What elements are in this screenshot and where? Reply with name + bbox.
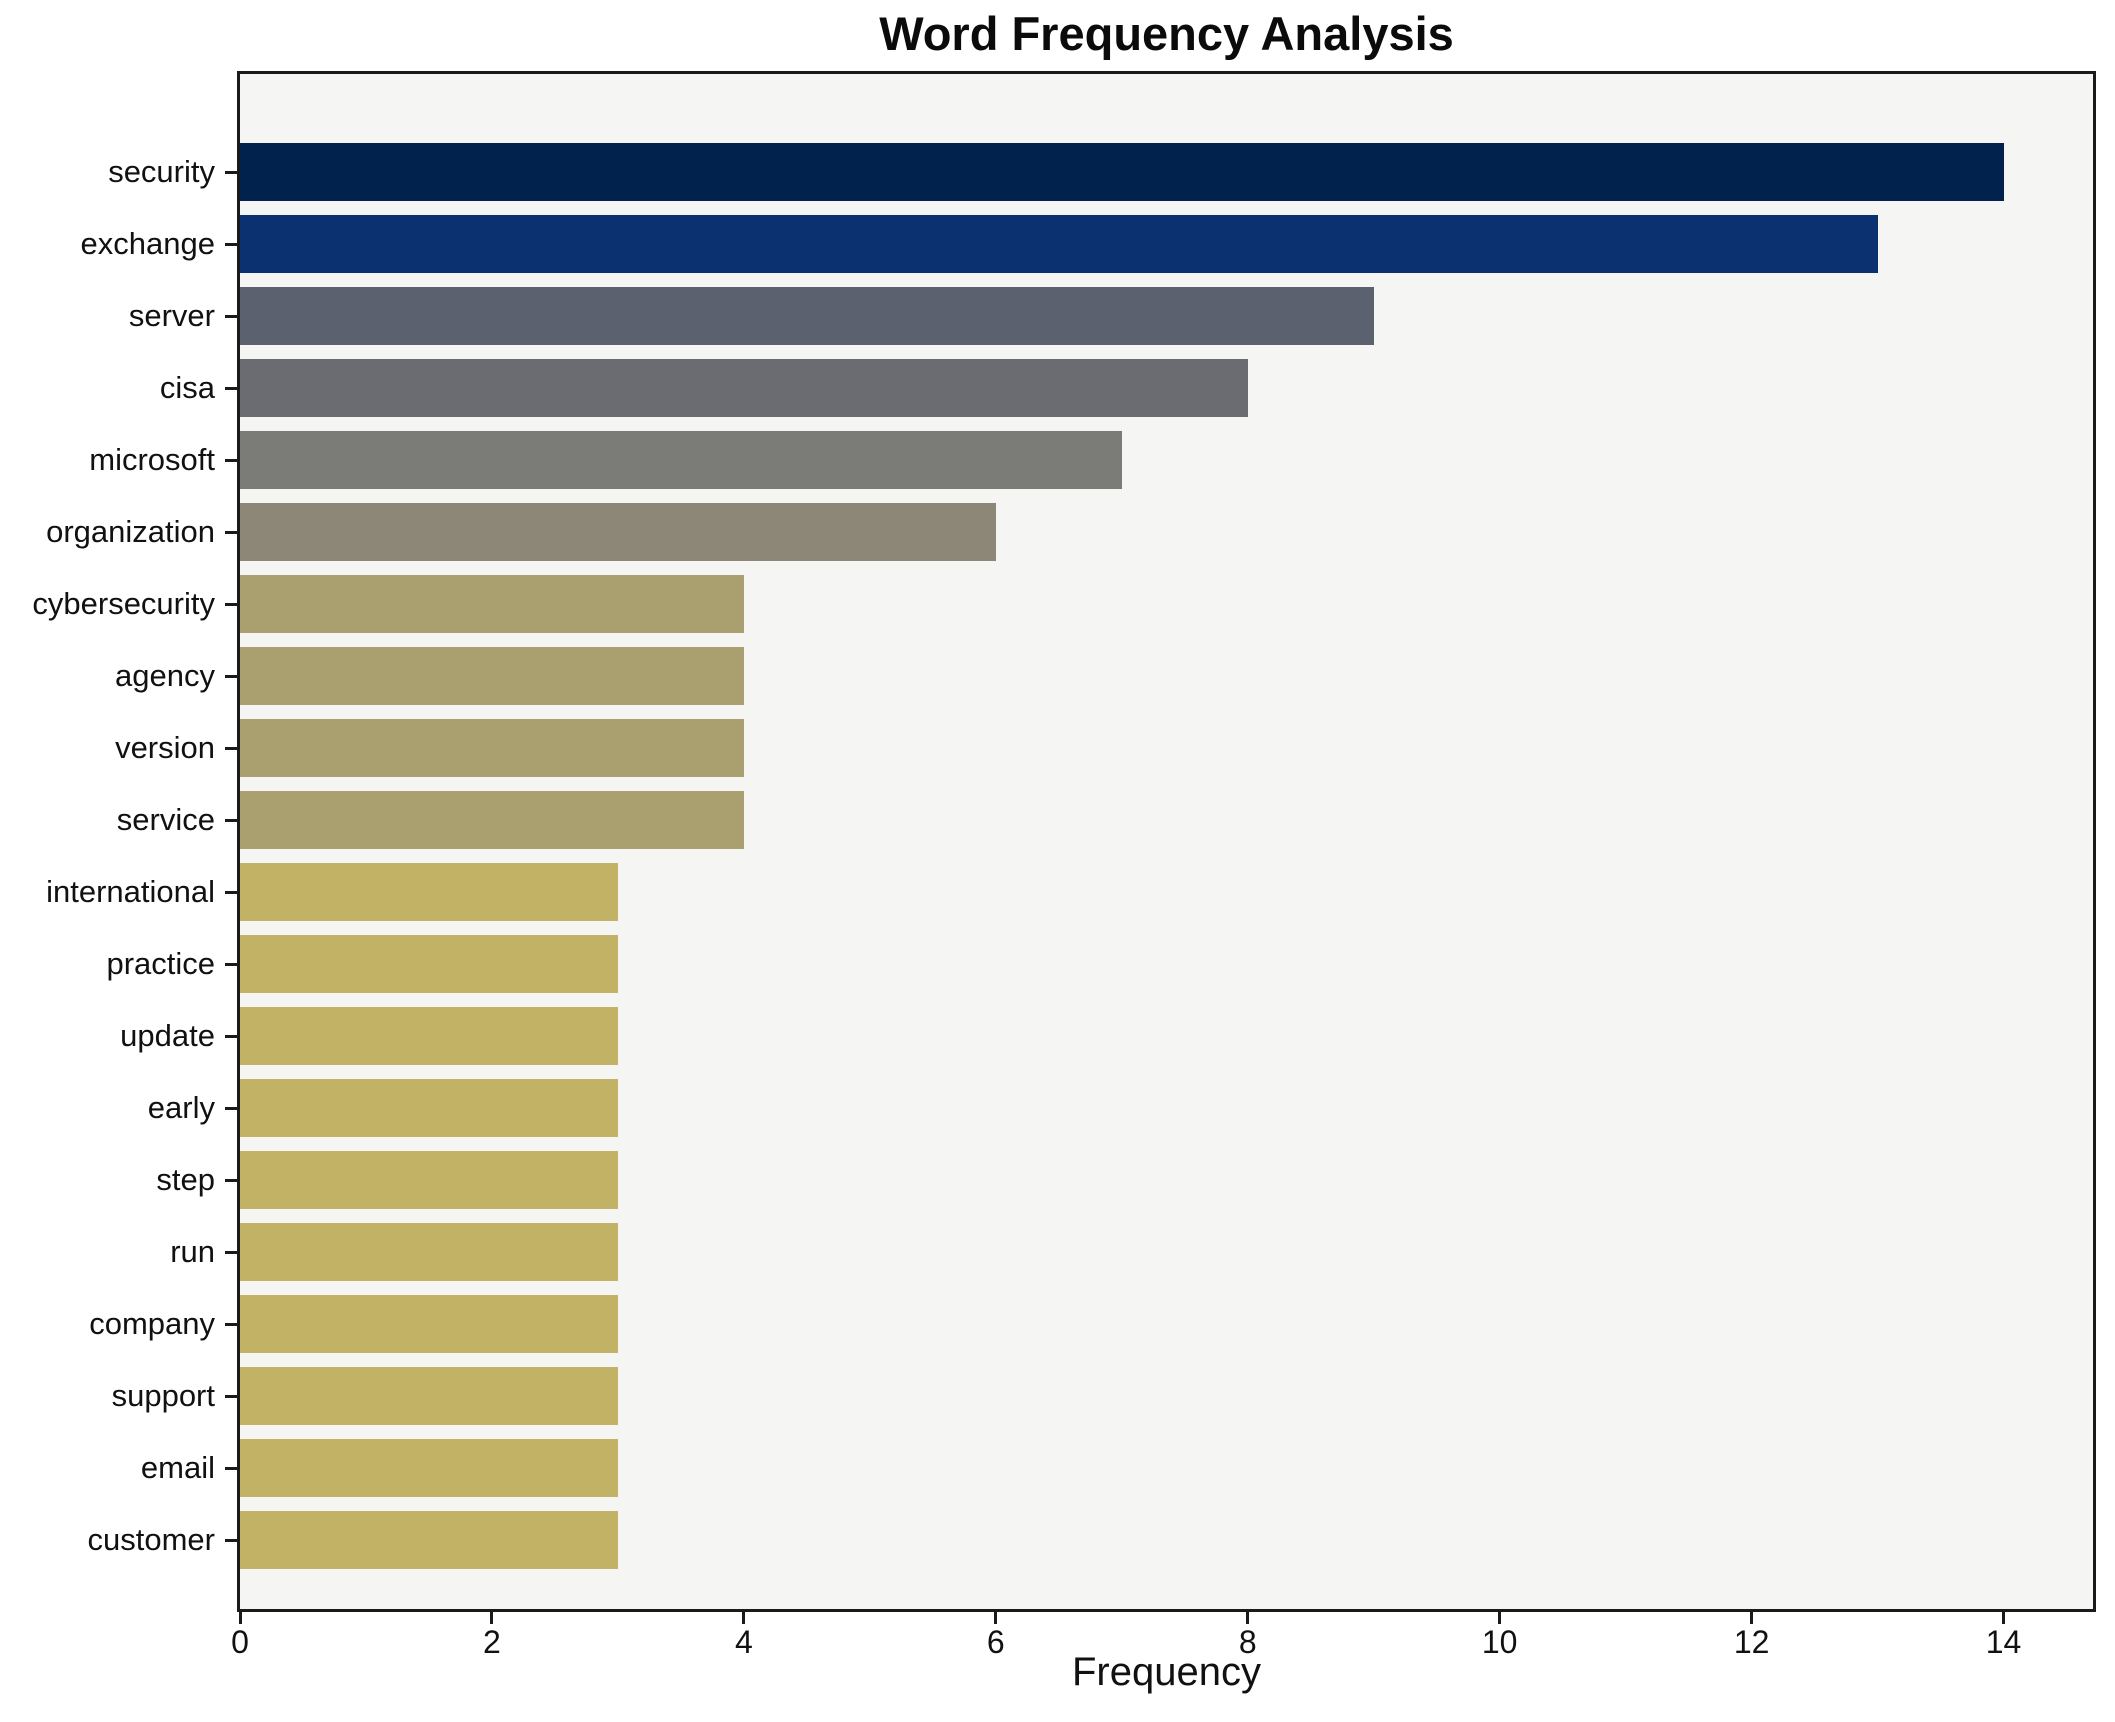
y-tick-mark <box>225 170 237 174</box>
y-tick-mark <box>225 890 237 894</box>
y-tick-label-update: update <box>120 1018 215 1053</box>
y-tick-label-version: version <box>115 730 215 765</box>
y-tick-label-company: company <box>89 1306 215 1341</box>
y-tick-mark <box>225 1178 237 1182</box>
y-tick-label-email: email <box>140 1450 215 1485</box>
x-tick-label-12: 12 <box>1733 1624 1770 1660</box>
bar-cisa <box>240 359 1248 417</box>
bar-cybersecurity <box>240 575 744 633</box>
y-tick-mark <box>225 1394 237 1398</box>
bar-company <box>240 1295 618 1353</box>
y-tick-mark <box>225 746 237 750</box>
bar-security <box>240 143 2004 201</box>
x-tick-label-2: 2 <box>483 1624 501 1660</box>
x-tick-mark <box>490 1612 494 1624</box>
bar-customer <box>240 1511 618 1569</box>
bar-early <box>240 1079 618 1137</box>
x-tick-label-8: 8 <box>1238 1624 1257 1660</box>
y-tick-label-organization: organization <box>46 514 215 549</box>
y-tick-label-early: early <box>147 1090 215 1125</box>
bar-agency <box>240 647 744 705</box>
bar-organization <box>240 503 996 561</box>
x-axis-label: Frequency <box>1072 1650 1261 1694</box>
bar-run <box>240 1223 618 1281</box>
y-tick-label-service: service <box>116 802 215 837</box>
y-tick-mark <box>225 386 237 390</box>
y-tick-mark <box>225 1250 237 1254</box>
y-tick-label-customer: customer <box>87 1522 215 1557</box>
bar-step <box>240 1151 618 1209</box>
bar-microsoft <box>240 431 1122 489</box>
x-tick-mark <box>238 1612 242 1624</box>
y-tick-label-step: step <box>156 1162 215 1197</box>
y-tick-mark <box>225 674 237 678</box>
y-tick-mark <box>225 530 237 534</box>
y-tick-mark <box>225 818 237 822</box>
y-tick-label-international: international <box>46 874 215 909</box>
y-tick-label-microsoft: microsoft <box>89 442 215 477</box>
y-tick-label-support: support <box>111 1378 215 1413</box>
x-tick-mark <box>994 1612 998 1624</box>
bar-version <box>240 719 744 777</box>
y-tick-mark <box>225 1106 237 1110</box>
y-tick-label-practice: practice <box>106 946 215 981</box>
y-tick-label-server: server <box>128 298 215 333</box>
bar-support <box>240 1367 618 1425</box>
chart-title: Word Frequency Analysis <box>879 7 1454 60</box>
y-tick-mark <box>225 242 237 246</box>
y-tick-mark <box>225 602 237 606</box>
bar-email <box>240 1439 618 1497</box>
y-tick-mark <box>225 1034 237 1038</box>
bar-service <box>240 791 744 849</box>
y-tick-mark <box>225 314 237 318</box>
x-tick-mark <box>1750 1612 1754 1624</box>
y-tick-mark <box>225 1322 237 1326</box>
x-tick-label-4: 4 <box>734 1624 753 1660</box>
y-tick-label-run: run <box>170 1234 215 1269</box>
y-tick-mark <box>225 962 237 966</box>
y-tick-label-security: security <box>108 154 215 189</box>
x-tick-mark <box>2002 1612 2006 1624</box>
y-tick-label-cisa: cisa <box>159 370 215 405</box>
x-tick-mark <box>742 1612 746 1624</box>
x-tick-label-0: 0 <box>231 1624 249 1660</box>
bar-update <box>240 1007 618 1065</box>
x-tick-mark <box>1498 1612 1502 1624</box>
bar-international <box>240 863 618 921</box>
plot-area: security exchange server cisa microsoft organ… <box>32 71 2096 1660</box>
y-tick-mark <box>225 1466 237 1470</box>
bar-exchange <box>240 215 1878 273</box>
y-tick-mark <box>225 1538 237 1542</box>
x-tick-mark <box>1246 1612 1250 1624</box>
bar-server <box>240 287 1374 345</box>
y-tick-label-cybersecurity: cybersecurity <box>32 586 215 621</box>
x-tick-label-10: 10 <box>1481 1624 1518 1660</box>
y-tick-mark <box>225 458 237 462</box>
y-tick-label-agency: agency <box>115 658 215 693</box>
x-tick-label-6: 6 <box>986 1624 1005 1660</box>
y-tick-label-exchange: exchange <box>80 226 215 261</box>
bar-practice <box>240 935 618 993</box>
x-tick-label-14: 14 <box>1985 1624 2022 1660</box>
